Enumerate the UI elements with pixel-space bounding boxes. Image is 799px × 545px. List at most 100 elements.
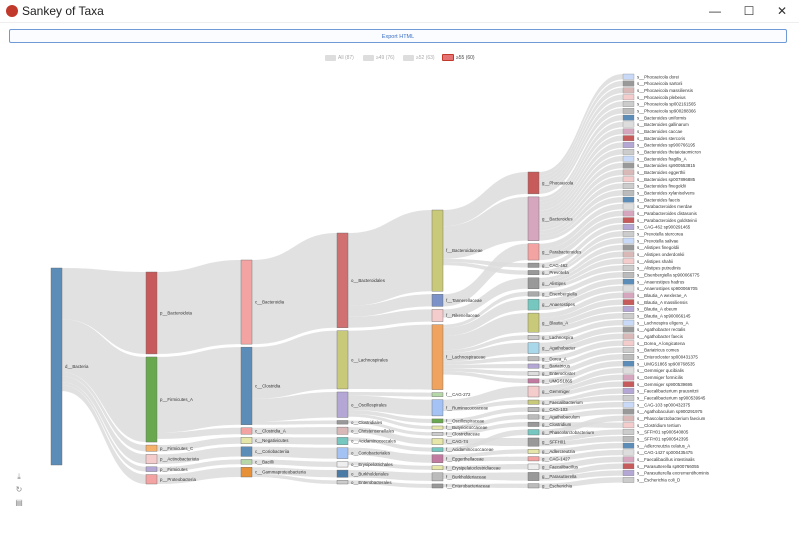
- taxon-node-g_eis[interactable]: [527, 291, 540, 297]
- species-node[interactable]: [622, 149, 635, 155]
- taxon-node-g_uml[interactable]: [527, 378, 540, 384]
- document-icon[interactable]: ▤: [15, 498, 23, 507]
- species-node[interactable]: [622, 224, 635, 230]
- taxon-node-f_ent[interactable]: [431, 483, 444, 489]
- species-node[interactable]: [622, 210, 635, 217]
- species-node[interactable]: [622, 449, 635, 456]
- taxon-node-g_cag103[interactable]: [527, 407, 540, 412]
- taxon-node-g_faec[interactable]: [527, 463, 540, 470]
- taxon-node-c_gam[interactable]: [240, 467, 253, 478]
- taxon-node-f_rik[interactable]: [431, 309, 444, 322]
- taxon-node-g_agath[interactable]: [527, 414, 540, 420]
- taxon-node-f_but[interactable]: [431, 425, 444, 430]
- taxon-node-c_cor[interactable]: [240, 446, 253, 457]
- species-node[interactable]: [622, 87, 635, 94]
- species-node[interactable]: [622, 292, 635, 299]
- species-node[interactable]: [622, 477, 635, 483]
- species-node[interactable]: [622, 299, 635, 306]
- taxon-node-f_rum[interactable]: [431, 399, 444, 417]
- taxon-node-c_bac[interactable]: [240, 259, 253, 345]
- taxon-node-f_cag272[interactable]: [431, 392, 444, 397]
- species-node[interactable]: [622, 340, 635, 347]
- taxon-node-f_cag74[interactable]: [431, 438, 444, 445]
- taxon-node-f_osc[interactable]: [431, 418, 444, 424]
- species-node[interactable]: [622, 388, 635, 394]
- taxon-node-g_gem[interactable]: [527, 385, 540, 398]
- species-node[interactable]: [622, 114, 635, 121]
- species-node[interactable]: [622, 306, 635, 312]
- taxon-node-f_aci[interactable]: [431, 447, 444, 452]
- species-node[interactable]: [622, 217, 635, 224]
- taxon-node-o_osc[interactable]: [336, 391, 349, 418]
- species-node[interactable]: [622, 265, 635, 271]
- taxon-node-g_prev[interactable]: [527, 270, 540, 276]
- taxon-node-g_dor[interactable]: [527, 356, 540, 362]
- species-node[interactable]: [622, 94, 635, 101]
- species-node[interactable]: [622, 319, 635, 326]
- taxon-node-g_pho[interactable]: [527, 171, 540, 195]
- taxon-node-g_sfp[interactable]: [527, 437, 540, 447]
- taxon-node-o_chr[interactable]: [336, 426, 349, 435]
- species-node[interactable]: [622, 354, 635, 360]
- taxon-node-g_cag462[interactable]: [527, 262, 540, 268]
- taxon-node-o_cor[interactable]: [336, 447, 349, 459]
- species-node[interactable]: [622, 272, 635, 278]
- taxon-node-g_phas[interactable]: [527, 429, 540, 436]
- species-node[interactable]: [622, 183, 635, 189]
- taxon-node-p_bac[interactable]: [145, 271, 158, 355]
- taxon-node-d[interactable]: [50, 267, 63, 466]
- taxon-node-o_bur[interactable]: [336, 469, 349, 478]
- close-button[interactable]: ✕: [776, 4, 788, 18]
- species-node[interactable]: [622, 231, 635, 237]
- taxon-node-g_ana[interactable]: [527, 298, 540, 311]
- taxon-node-p_pro[interactable]: [145, 474, 158, 485]
- species-node[interactable]: [622, 422, 635, 429]
- refresh-icon[interactable]: ↻: [15, 485, 23, 494]
- species-node[interactable]: [622, 162, 635, 169]
- taxon-node-p_fir[interactable]: [145, 356, 158, 443]
- legend-item-55[interactable]: ≥55 (60): [442, 54, 475, 62]
- taxon-node-g_bari[interactable]: [527, 363, 540, 369]
- species-node[interactable]: [622, 135, 635, 142]
- taxon-node-g_cag1427[interactable]: [527, 456, 540, 462]
- species-node[interactable]: [622, 80, 635, 87]
- species-node[interactable]: [622, 463, 635, 470]
- taxon-node-c_neg[interactable]: [240, 437, 253, 444]
- species-node[interactable]: [622, 333, 635, 340]
- taxon-node-c_cloA[interactable]: [240, 427, 253, 435]
- taxon-node-g_paras[interactable]: [527, 472, 540, 481]
- species-node[interactable]: [622, 258, 635, 265]
- species-node[interactable]: [622, 313, 635, 319]
- species-node[interactable]: [622, 278, 635, 285]
- taxon-node-p_fi[interactable]: [145, 466, 158, 472]
- species-node[interactable]: [622, 196, 635, 203]
- species-node[interactable]: [622, 401, 635, 408]
- legend-item-52[interactable]: ≥52 (63): [403, 54, 435, 62]
- species-node[interactable]: [622, 360, 635, 367]
- taxon-node-o_aci[interactable]: [336, 437, 349, 445]
- species-node[interactable]: [622, 367, 635, 374]
- species-node[interactable]: [622, 429, 635, 435]
- taxon-node-o_bac[interactable]: [336, 232, 349, 328]
- species-node[interactable]: [622, 176, 635, 183]
- taxon-node-p_firc[interactable]: [145, 444, 158, 452]
- species-node[interactable]: [622, 203, 635, 210]
- maximize-button[interactable]: ☐: [743, 4, 755, 18]
- species-node[interactable]: [622, 121, 635, 128]
- species-node[interactable]: [622, 169, 635, 176]
- taxon-node-g_clos[interactable]: [527, 421, 540, 427]
- species-node[interactable]: [622, 442, 635, 449]
- taxon-node-g_para[interactable]: [527, 243, 540, 261]
- taxon-node-f_bur[interactable]: [431, 472, 444, 482]
- taxon-node-o_ent[interactable]: [336, 480, 349, 485]
- minimize-button[interactable]: —: [709, 4, 721, 18]
- taxon-node-f_bac[interactable]: [431, 209, 444, 292]
- taxon-node-g_adl[interactable]: [527, 448, 540, 454]
- species-node[interactable]: [622, 456, 635, 463]
- species-node[interactable]: [622, 190, 635, 196]
- taxon-node-g_ente[interactable]: [527, 371, 540, 376]
- taxon-node-g_ali[interactable]: [527, 277, 540, 289]
- taxon-node-p_act[interactable]: [145, 454, 158, 465]
- species-node[interactable]: [622, 285, 635, 292]
- legend-item-49[interactable]: ≥49 (76): [363, 54, 395, 62]
